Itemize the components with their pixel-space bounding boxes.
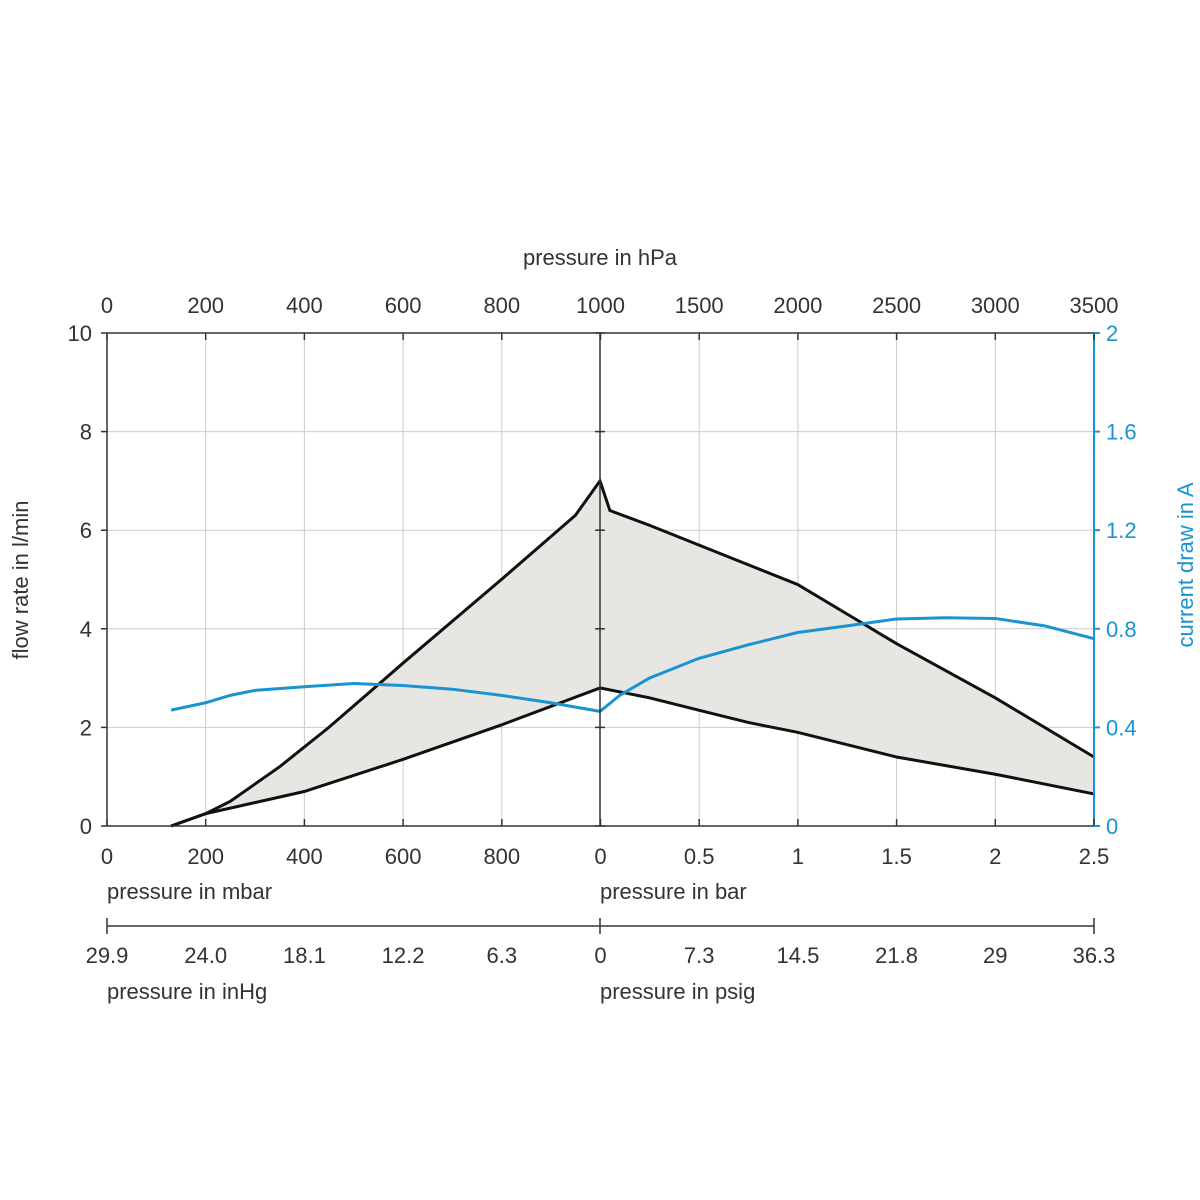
- y-right-tick-label: 1.2: [1106, 518, 1137, 543]
- secondary-tick-label: 0: [594, 943, 606, 968]
- top-axis-title: pressure in hPa: [523, 245, 678, 270]
- y-left-tick-label: 8: [80, 420, 92, 445]
- inhg-axis-title: pressure in inHg: [107, 979, 267, 1004]
- bottom-tick-label: 0.5: [684, 844, 715, 869]
- y-left-tick-label: 4: [80, 617, 92, 642]
- bottom-tick-label: 0: [101, 844, 113, 869]
- y-right-tick-label: 0: [1106, 814, 1118, 839]
- top-tick-label: 3500: [1070, 293, 1119, 318]
- secondary-tick-label: 24.0: [184, 943, 227, 968]
- axes: [101, 332, 1100, 934]
- flow-rate-band: [171, 480, 1095, 826]
- y-left-tick-label: 2: [80, 715, 92, 740]
- bottom-tick-label: 400: [286, 844, 323, 869]
- y-right-axis-title: current draw in A: [1173, 482, 1198, 647]
- bottom-tick-label: 600: [385, 844, 422, 869]
- y-right-tick-label: 0.4: [1106, 715, 1137, 740]
- secondary-tick-label: 21.8: [875, 943, 918, 968]
- current-draw-line: [170, 616, 1095, 713]
- secondary-tick-label: 14.5: [776, 943, 819, 968]
- bottom-tick-label: 800: [483, 844, 520, 869]
- y-left-tick-label: 10: [68, 321, 92, 346]
- secondary-tick-label: 12.2: [382, 943, 425, 968]
- top-tick-label: 2500: [872, 293, 921, 318]
- y-right-tick-label: 1.6: [1106, 420, 1137, 445]
- secondary-tick-label: 7.3: [684, 943, 715, 968]
- secondary-tick-label: 6.3: [487, 943, 518, 968]
- secondary-tick-label: 36.3: [1073, 943, 1116, 968]
- top-tick-label: 600: [385, 293, 422, 318]
- bottom-tick-label: 1.5: [881, 844, 912, 869]
- bottom-tick-label: 200: [187, 844, 224, 869]
- psig-axis-title: pressure in psig: [600, 979, 755, 1004]
- top-tick-label: 800: [483, 293, 520, 318]
- bottom-tick-label: 1: [792, 844, 804, 869]
- y-right-tick-label: 2: [1106, 321, 1118, 346]
- mbar-axis-title: pressure in mbar: [107, 879, 272, 904]
- top-tick-label: 0: [101, 293, 113, 318]
- y-left-axis-title: flow rate in l/min: [8, 501, 33, 660]
- top-tick-label: 1000: [576, 293, 625, 318]
- top-tick-label: 3000: [971, 293, 1020, 318]
- top-tick-label: 400: [286, 293, 323, 318]
- flow-min-line: [170, 686, 1095, 828]
- y-left-tick-label: 0: [80, 814, 92, 839]
- bottom-tick-label: 2.5: [1079, 844, 1110, 869]
- top-tick-label: 1500: [675, 293, 724, 318]
- bar-axis-title: pressure in bar: [600, 879, 747, 904]
- flow-max-line: [170, 477, 1095, 828]
- top-tick-label: 2000: [773, 293, 822, 318]
- y-right-tick-label: 0.8: [1106, 617, 1137, 642]
- secondary-tick-label: 29.9: [86, 943, 129, 968]
- top-tick-label: 200: [187, 293, 224, 318]
- y-left-tick-label: 6: [80, 518, 92, 543]
- bottom-tick-label: 2: [989, 844, 1001, 869]
- bottom-tick-label: 0: [594, 844, 606, 869]
- secondary-tick-label: 29: [983, 943, 1007, 968]
- secondary-tick-label: 18.1: [283, 943, 326, 968]
